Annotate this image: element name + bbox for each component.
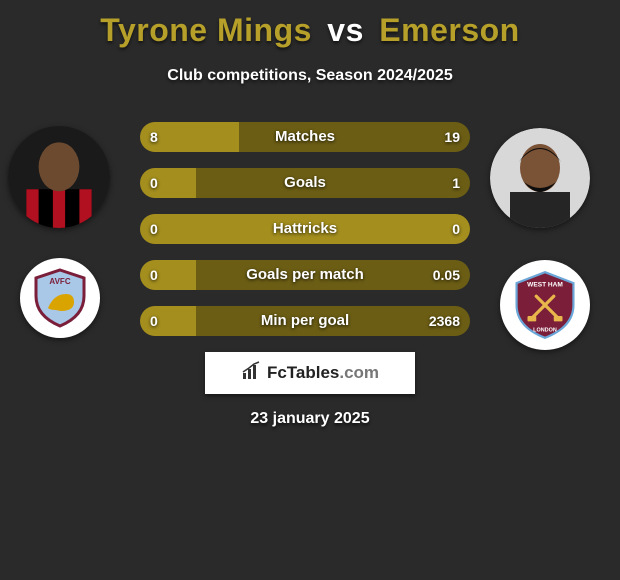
bar-right-fill [196,260,470,290]
bar-track [140,260,470,290]
bar-left-value: 0 [150,306,158,336]
title-vs: vs [327,12,364,48]
bar-track [140,214,470,244]
bar-right-value: 19 [444,122,460,152]
bar-left-value: 8 [150,122,158,152]
bar-row: 0 Min per goal 2368 [140,306,470,336]
bar-right-value: 0 [452,214,460,244]
bar-left-fill [140,214,470,244]
brand-name: FcTables [267,363,339,382]
svg-text:LONDON: LONDON [533,327,557,333]
comparison-bars: 8 Matches 19 0 Goals 1 0 Hattricks 0 0 G… [140,122,470,352]
player1-avatar [8,126,110,228]
bar-left-fill [140,260,196,290]
bar-left-value: 0 [150,168,158,198]
title-player1: Tyrone Mings [100,12,312,48]
brand-suffix: .com [339,363,379,382]
date-label: 23 january 2025 [0,410,620,428]
bar-track [140,122,470,152]
bar-right-fill [196,168,470,198]
brand-text: FcTables.com [267,363,379,383]
bar-row: 8 Matches 19 [140,122,470,152]
brand-chart-icon [241,361,261,386]
subtitle: Club competitions, Season 2024/2025 [0,67,620,85]
bar-right-fill [239,122,470,152]
title-player2: Emerson [379,12,519,48]
bar-row: 0 Goals 1 [140,168,470,198]
team1-crest: AVFC [20,258,100,338]
bar-left-fill [140,306,196,336]
team2-crest: WEST HAM LONDON [500,260,590,350]
bar-row: 0 Hattricks 0 [140,214,470,244]
page-title: Tyrone Mings vs Emerson [0,0,620,49]
brand-box: FcTables.com [205,352,415,394]
bar-right-value: 0.05 [433,260,460,290]
svg-text:AVFC: AVFC [49,277,70,286]
bar-row: 0 Goals per match 0.05 [140,260,470,290]
bar-left-value: 0 [150,260,158,290]
bar-right-value: 2368 [429,306,460,336]
bar-left-fill [140,168,196,198]
bar-track [140,168,470,198]
bar-left-value: 0 [150,214,158,244]
bar-right-value: 1 [452,168,460,198]
bar-track [140,306,470,336]
svg-text:WEST HAM: WEST HAM [527,281,563,288]
player2-avatar [490,128,590,228]
